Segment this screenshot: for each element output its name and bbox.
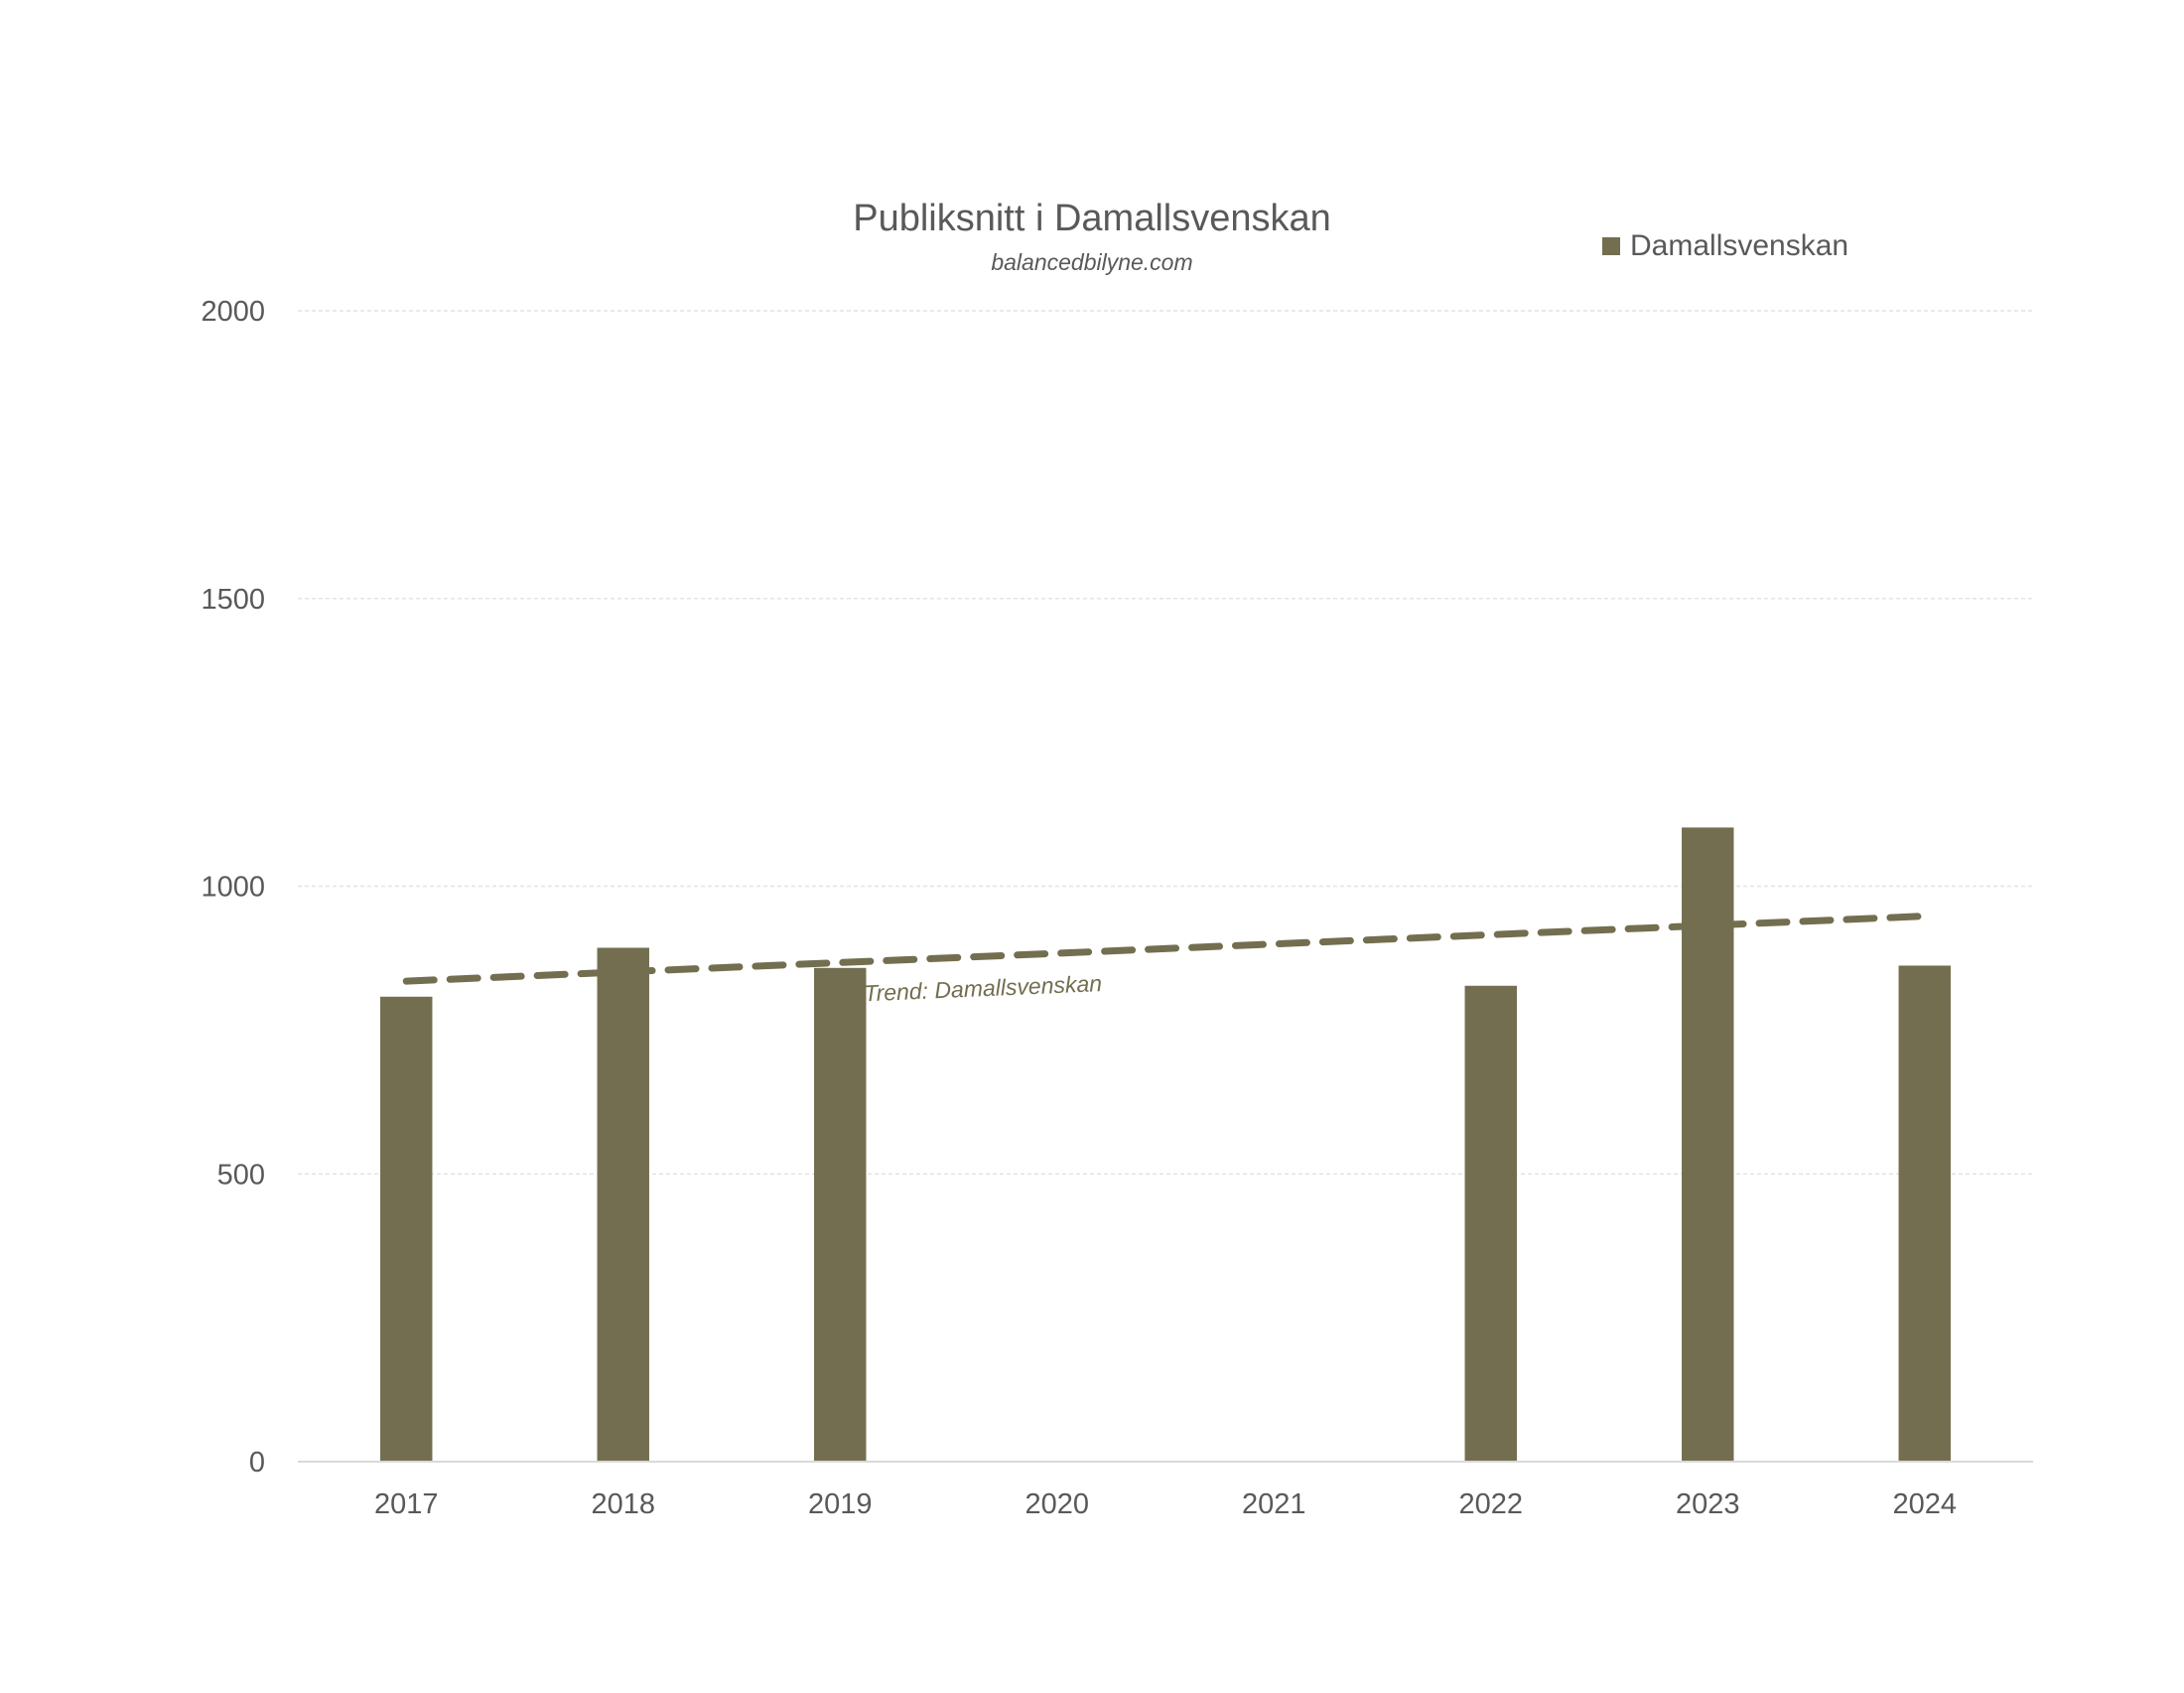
trend-label: Trend: Damallsvenskan [864,970,1103,1006]
trend-line [402,913,1929,985]
chart-subtitle: balancedbilyne.com [991,249,1192,275]
x-tick-label: 2019 [808,1488,873,1520]
x-tick-label: 2022 [1458,1488,1523,1520]
y-tick-label: 1000 [201,872,265,904]
chart-title: Publiksnitt i Damallsvenskan [853,198,1331,239]
x-tick-label: 2023 [1676,1488,1740,1520]
grid-lines [298,310,2033,1175]
legend-label: Damallsvenskan [1630,229,1848,262]
y-tick-label: 0 [249,1447,265,1479]
legend-swatch [1602,237,1620,255]
x-tick-label: 2024 [1892,1488,1957,1520]
x-tick-label: 2021 [1242,1488,1306,1520]
x-tick-label: 2017 [374,1488,439,1520]
x-tick-label: 2020 [1024,1488,1089,1520]
bar-2022 [1464,985,1517,1462]
bar-2017 [380,996,433,1462]
y-axis-ticks: 0 500 1000 1500 2000 [201,296,265,1479]
bar-2023 [1682,827,1734,1462]
x-axis-ticks: 2017 2018 2019 2020 2021 2022 2023 2024 [374,1488,1957,1520]
legend: Damallsvenskan [1602,229,1848,262]
x-tick-label: 2018 [591,1488,655,1520]
y-tick-label: 1500 [201,584,265,616]
bar-2024 [1898,965,1951,1462]
bars [380,827,1951,1462]
y-tick-label: 2000 [201,296,265,328]
y-tick-label: 500 [217,1159,265,1191]
bar-2018 [597,947,649,1462]
bar-2019 [814,967,867,1462]
